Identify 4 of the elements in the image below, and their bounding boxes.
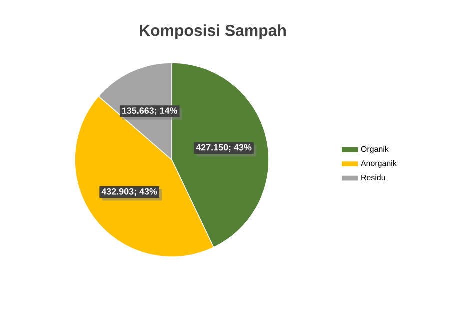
data-label: 135.663; 14% [122, 108, 178, 116]
data-label: 427.150; 43% [196, 144, 252, 152]
data-label: 432.903; 43% [102, 188, 158, 196]
chart-title: Komposisi Sampah [140, 24, 286, 40]
